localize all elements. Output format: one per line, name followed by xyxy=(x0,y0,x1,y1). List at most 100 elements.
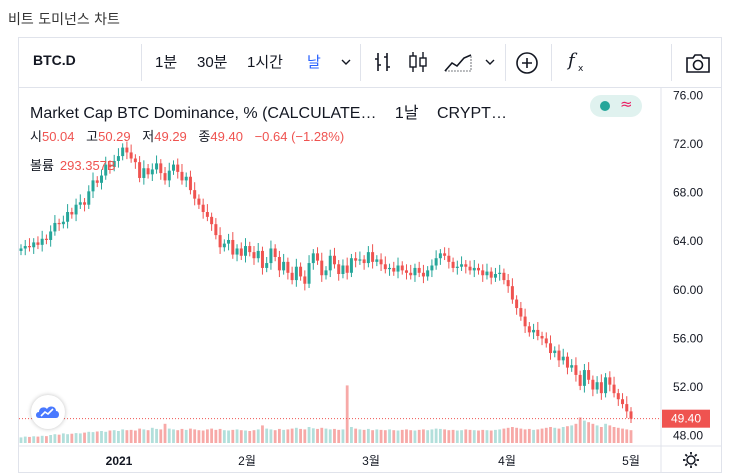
volume-bar xyxy=(405,429,408,443)
volume-bar xyxy=(286,429,290,443)
volume-bar xyxy=(523,429,527,443)
low-label: 저 xyxy=(142,129,155,144)
candle-body xyxy=(36,242,40,245)
compare-add-icon[interactable] xyxy=(515,51,539,79)
candle-body xyxy=(167,170,171,181)
chevron-down-icon[interactable] xyxy=(484,53,496,72)
chevron-down-icon[interactable] xyxy=(340,53,352,72)
last-price-tag xyxy=(662,409,710,428)
candle-body xyxy=(269,248,273,264)
candle-body xyxy=(78,202,82,205)
volume-bar xyxy=(455,430,459,443)
interval-1m-button[interactable]: 1분 xyxy=(155,54,178,71)
volume-bar xyxy=(481,429,485,443)
candle-body xyxy=(383,264,387,270)
volume-bar xyxy=(506,427,510,443)
candle-body xyxy=(227,239,231,244)
camera-icon[interactable] xyxy=(685,52,711,78)
volume-bar xyxy=(519,428,523,443)
candle-body xyxy=(108,164,112,168)
candle-body xyxy=(362,259,366,264)
settings-gear-icon[interactable] xyxy=(683,452,699,468)
svg-text:x: x xyxy=(578,64,584,74)
volume-bar xyxy=(434,428,438,443)
volume-bar xyxy=(57,434,61,443)
x-tick-label: 4월 xyxy=(498,454,516,468)
candle-body xyxy=(201,204,205,213)
candle-body xyxy=(523,316,527,327)
volume-bar xyxy=(66,434,69,443)
candle-body xyxy=(299,266,303,277)
volume-bar xyxy=(278,428,281,443)
volume-value: 293.357B xyxy=(59,158,116,173)
volume-bar xyxy=(121,429,125,443)
volume-bar xyxy=(464,429,468,443)
volume-bar xyxy=(61,433,65,443)
interval-30m-button[interactable]: 30분 xyxy=(197,54,228,71)
legend-interval: 1날 xyxy=(394,105,419,122)
volume-bar xyxy=(201,430,205,443)
candle-body xyxy=(345,265,349,273)
candle-body xyxy=(489,271,493,278)
volume-bar xyxy=(231,429,235,443)
candle-body xyxy=(256,250,260,259)
candle-body xyxy=(260,250,264,268)
volume-bar xyxy=(265,428,269,443)
candle-body xyxy=(188,176,192,191)
bar-style-icon[interactable] xyxy=(373,51,393,77)
volume-bar xyxy=(392,430,396,443)
candle-body xyxy=(155,163,159,170)
candle-body xyxy=(400,265,404,271)
candle-body xyxy=(354,258,358,261)
volume-bar xyxy=(383,430,387,443)
candle-body xyxy=(477,267,480,271)
candle-body xyxy=(557,350,561,361)
volume-bar xyxy=(396,430,400,443)
candle-style-icon[interactable] xyxy=(407,51,429,77)
candle-body xyxy=(502,272,506,281)
candle-body xyxy=(413,267,417,276)
close-value: 49.40 xyxy=(210,129,243,144)
high-label: 고 xyxy=(86,129,99,144)
price-chart[interactable]: 76.00 72.00 68.00 64.00 60.00 56.00 52.00 48.00… xyxy=(19,38,721,472)
candle-body xyxy=(121,147,125,157)
volume-bar xyxy=(587,422,591,443)
symbol-search-button[interactable]: BTC.D xyxy=(33,52,76,68)
volume-bar xyxy=(261,425,264,443)
candle-body xyxy=(519,308,523,317)
volume-bar xyxy=(104,431,108,443)
y-tick-label: 60.00 xyxy=(673,283,703,297)
candle-body xyxy=(417,267,421,273)
candle-body xyxy=(159,163,163,174)
volume-bar xyxy=(341,429,345,443)
candle-body xyxy=(332,255,336,265)
interval-1h-button[interactable]: 1시간 xyxy=(247,54,283,71)
series-status-pill[interactable]: ≈ xyxy=(590,95,642,117)
volume-bar xyxy=(32,436,36,443)
volume-bar xyxy=(167,428,171,443)
candle-body xyxy=(358,259,362,261)
candle-body xyxy=(612,384,616,394)
interval-day-button[interactable]: 날 xyxy=(307,54,321,71)
volume-bar xyxy=(426,430,430,443)
volume-bar xyxy=(282,429,286,443)
candle-body xyxy=(125,147,129,153)
volume-bar xyxy=(561,427,565,443)
volume-bar xyxy=(612,427,616,443)
candle-body xyxy=(252,252,256,259)
candle-body xyxy=(608,377,612,385)
tradingview-logo-button[interactable] xyxy=(31,395,65,429)
volume-bar xyxy=(172,429,175,443)
volume-bar xyxy=(205,429,209,443)
candle-body xyxy=(498,272,502,275)
candle-body xyxy=(265,263,269,268)
ohlc-values: 시50.04 고50.29 저49.29 종49.40 −0.64 (−1.28… xyxy=(30,126,352,145)
candle-body xyxy=(205,212,209,217)
candle-body xyxy=(218,235,222,248)
series-title: Market Cap BTC Dominance, % (CALCULATE… xyxy=(30,105,377,122)
area-style-icon[interactable] xyxy=(444,51,472,77)
volume-bar xyxy=(129,429,133,443)
toolbar-separator xyxy=(671,44,672,81)
